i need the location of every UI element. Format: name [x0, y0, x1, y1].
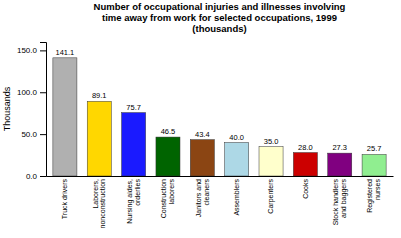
y-tick-mark	[40, 134, 46, 135]
x-tick-label-line: Assemblers	[233, 179, 240, 216]
x-tick-label-line: Construction	[160, 179, 167, 218]
bar	[225, 143, 249, 177]
bar	[328, 153, 352, 176]
data-label: 40.0	[229, 133, 244, 142]
data-label: 46.5	[161, 127, 176, 136]
x-tick: Cooks	[302, 176, 309, 199]
x-axis: Truck drivers Laborers,nonconstruction Nur…	[47, 176, 394, 228]
y-tick: 0.0	[26, 172, 46, 181]
x-tick-label-line: Truck drivers	[61, 179, 68, 220]
x-tick-label-line: Registered	[366, 179, 374, 213]
bar	[293, 153, 317, 176]
x-tick: Registerednurses	[366, 176, 381, 213]
title-line: (thousands)	[192, 23, 246, 34]
bar	[156, 137, 180, 176]
x-tick-label: Laborers,nonconstruction	[91, 179, 106, 229]
x-tick-label: Nursing aides,orderlies	[126, 179, 141, 224]
data-label: 25.7	[367, 144, 382, 153]
x-tick-label-line: Cooks	[302, 179, 309, 199]
x-tick-label-line: nonconstruction	[99, 179, 106, 229]
data-label: 43.4	[195, 130, 210, 139]
x-tick-label-line: Janitors and	[195, 179, 202, 217]
data-labels: 141.1 89.1 75.7 46.5 43.4 40.0 35.0 28.0 27.3 25.…	[56, 48, 382, 154]
y-tick-label: 150.0	[17, 46, 38, 55]
x-tick-label: Constructionlaborers	[160, 179, 175, 219]
x-tick-label-line: Carpenters	[267, 179, 275, 214]
x-tick: Laborers,nonconstruction	[91, 176, 106, 228]
data-label: 141.1	[56, 48, 75, 57]
data-label: 75.7	[126, 103, 141, 112]
y-tick-mark	[40, 92, 46, 93]
x-tick-label-line: orderlies	[134, 179, 141, 206]
data-label: 35.0	[264, 137, 279, 146]
bar	[259, 147, 283, 176]
bar	[122, 113, 146, 176]
bar	[53, 58, 77, 176]
x-tick-label-line: Nursing aides,	[126, 179, 134, 224]
bar	[87, 101, 111, 176]
y-tick: 150.0	[17, 46, 46, 55]
chart-container: Number of occupational injuries and illn…	[0, 0, 401, 238]
x-tick-label: Carpenters	[267, 179, 275, 214]
y-axis: 0.0 50.0 100.0 150.0	[17, 43, 47, 182]
x-tick-label: Truck drivers	[61, 179, 68, 220]
data-label: 89.1	[92, 91, 107, 100]
x-tick: Janitors andcleaners	[195, 176, 210, 217]
data-label: 28.0	[298, 143, 313, 152]
x-tick: Carpenters	[267, 176, 275, 214]
x-tick-label-line: cleaners	[203, 179, 210, 206]
x-tick-label: Registerednurses	[366, 179, 381, 213]
y-axis-title: Thousands	[2, 86, 12, 131]
x-tick-label: Cooks	[302, 179, 309, 199]
bar	[190, 140, 214, 176]
y-axis-line	[40, 43, 47, 177]
y-tick-label: 100.0	[17, 88, 38, 97]
x-tick: Stock handlersand baggers	[332, 176, 348, 225]
bar	[362, 154, 386, 176]
title-line: time away from work for selected occupat…	[102, 12, 337, 23]
x-tick: Nursing aides,orderlies	[126, 176, 141, 224]
title: Number of occupational injuries and illn…	[94, 1, 346, 34]
y-tick-mark	[40, 50, 46, 51]
x-axis-line	[47, 176, 394, 177]
y-tick-label: 50.0	[21, 130, 37, 139]
x-tick-label: Stock handlersand baggers	[332, 179, 348, 226]
x-tick-label-line: nurses	[374, 179, 381, 201]
plot-area	[53, 58, 386, 176]
x-tick-label-line: Stock handlers	[332, 179, 339, 226]
chart: Number of occupational injuries and illn…	[0, 0, 401, 238]
x-tick: Assemblers	[233, 176, 240, 216]
title-line: Number of occupational injuries and illn…	[94, 1, 346, 12]
x-tick-label-line: laborers	[168, 179, 175, 205]
x-tick-label-line: Laborers,	[91, 179, 98, 209]
x-tick: Truck drivers	[61, 176, 68, 219]
y-tick: 100.0	[17, 88, 46, 97]
x-tick-label: Assemblers	[233, 179, 240, 216]
y-tick-mark	[40, 176, 46, 177]
x-tick: Constructionlaborers	[160, 176, 175, 218]
data-label: 27.3	[332, 143, 347, 152]
y-tick: 50.0	[21, 130, 46, 139]
x-tick-label: Janitors andcleaners	[195, 179, 210, 218]
y-tick-label: 0.0	[26, 172, 38, 181]
x-tick-label-line: and baggers	[340, 179, 348, 218]
